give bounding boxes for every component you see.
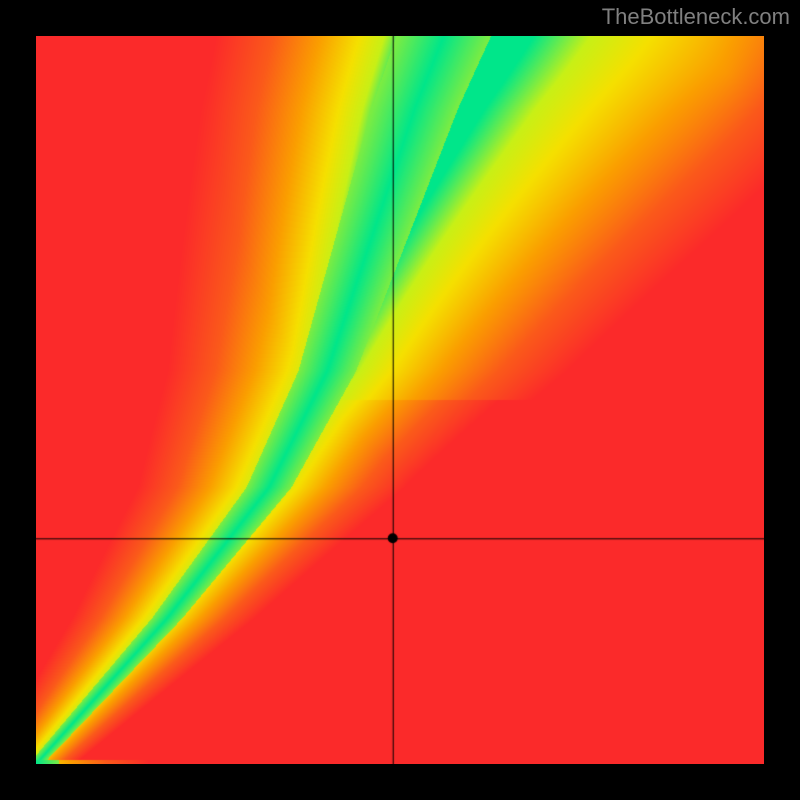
watermark-text: TheBottleneck.com (602, 4, 790, 30)
heatmap-canvas (36, 36, 764, 764)
heatmap-chart (36, 36, 764, 764)
